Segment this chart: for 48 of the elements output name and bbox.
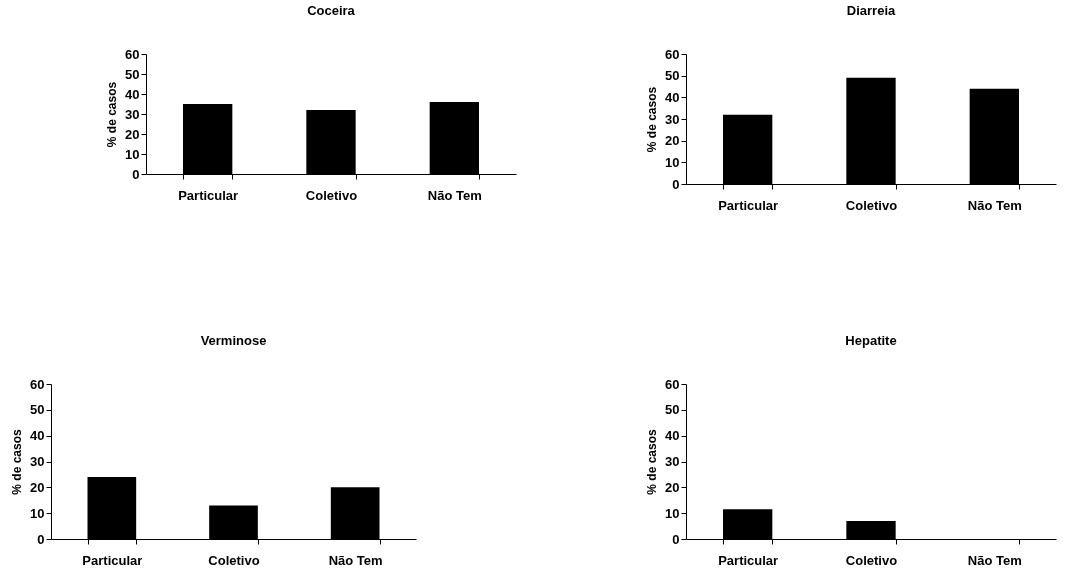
y-tick-label: 60 [30,376,45,392]
x-tick-label: Coletivo [305,187,358,203]
x-tick-label: Particular [718,197,779,213]
y-axis-title: % de casos [645,86,660,153]
y-axis-title: % de casos [105,81,120,148]
y-tick-label: 30 [125,106,140,122]
y-tick-label: 30 [30,454,45,469]
y-tick-label: 60 [665,46,680,62]
y-tick-label: 20 [30,479,45,495]
y-tick-label: 10 [125,146,140,162]
x-tick-label: Coletivo [845,197,898,213]
x-tick-label: Coletivo [208,552,260,568]
y-axis-title: % de casos [645,428,660,495]
y-tick-label: 50 [665,68,680,84]
y-tick-label: 0 [132,166,140,182]
y-tick-label: 40 [665,428,680,444]
x-tick-label: Coletivo [845,552,898,568]
y-tick-label: 50 [125,66,140,82]
y-tick-label: 10 [30,505,45,521]
chart-title: Verminose [200,333,267,348]
y-axis-title: % de casos [10,428,25,495]
y-tick-label: 60 [125,46,140,62]
y-tick-label: 0 [37,531,45,547]
y-tick-label: 50 [665,402,680,418]
x-tick-label: Não Tem [967,197,1022,213]
y-tick-label: 0 [672,531,680,547]
y-tick-label: 50 [30,402,45,418]
chart-title: Coceira [307,3,356,18]
y-tick-label: 30 [665,111,680,127]
x-tick-label: Não Tem [427,187,482,203]
y-tick-label: 10 [665,154,680,170]
y-tick-label: 10 [665,505,680,521]
x-tick-label: Não Tem [328,552,383,568]
y-tick-label: 20 [665,133,680,149]
y-tick-label: 60 [665,376,680,392]
x-tick-label: Particular [178,187,239,203]
y-tick-label: 40 [30,428,45,444]
chart-title: Hepatite [845,333,897,348]
y-tick-label: 0 [672,176,680,192]
y-tick-label: 30 [665,454,680,469]
x-tick-label: Particular [82,552,143,568]
y-tick-label: 40 [125,86,140,102]
x-tick-label: Particular [718,552,779,568]
y-tick-label: 20 [125,126,140,142]
x-tick-label: Não Tem [967,552,1022,568]
y-tick-label: 20 [665,479,680,495]
chart-title: Diarreia [846,3,896,18]
y-tick-label: 40 [665,89,680,105]
